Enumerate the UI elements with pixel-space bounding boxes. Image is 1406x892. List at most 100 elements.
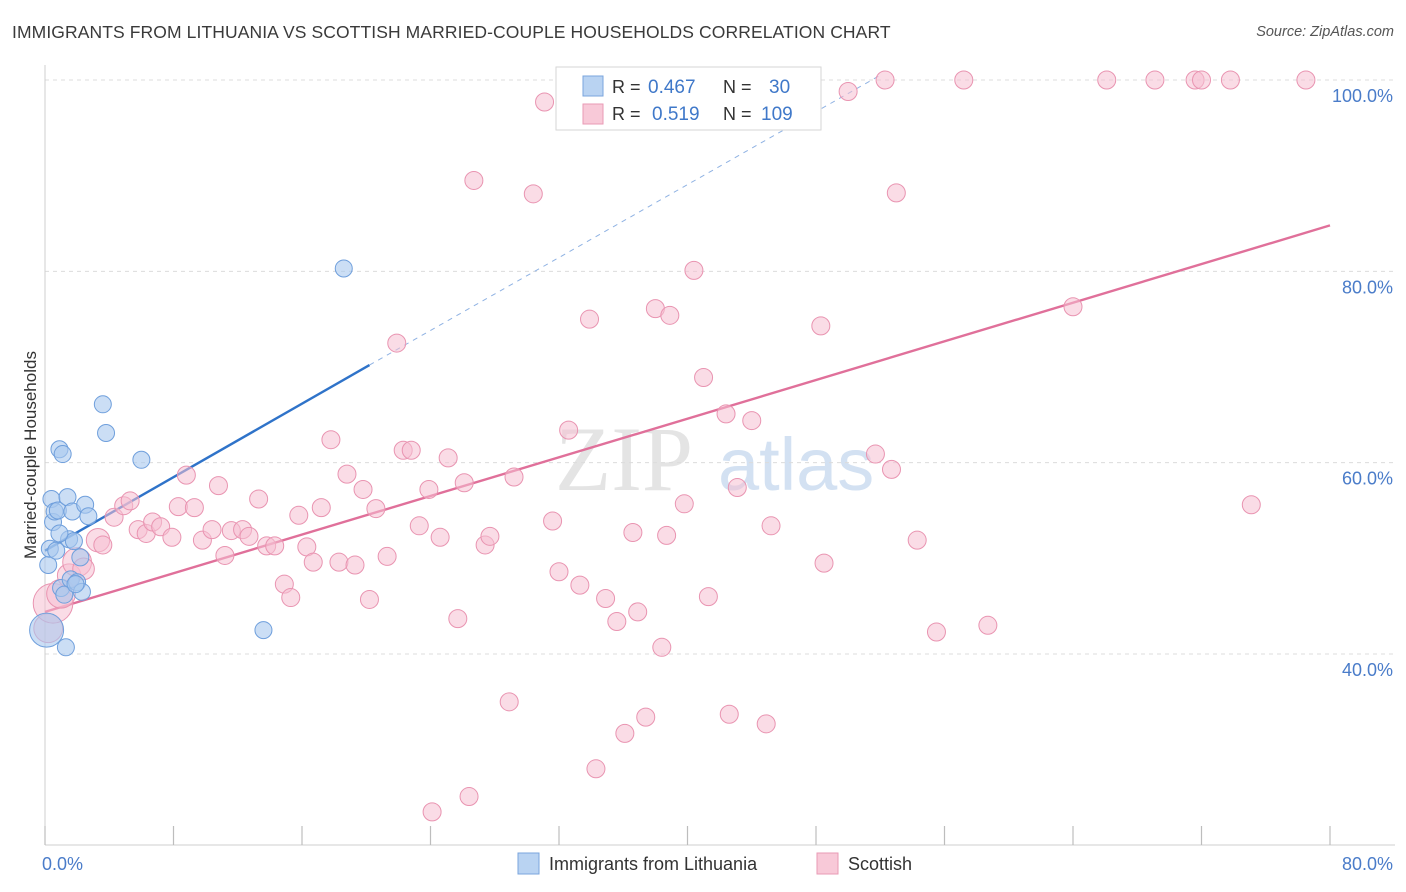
scottish-point: [321, 430, 341, 450]
scottish-point: [636, 707, 656, 727]
bottom-legend-scottish: Scottish: [848, 854, 912, 874]
scottish-point: [499, 692, 519, 712]
scottish-point: [480, 526, 500, 546]
scottish-point: [559, 420, 579, 440]
legend-n-label-2: N =: [723, 104, 752, 124]
y-tick-label: 60.0%: [1342, 469, 1393, 489]
lithuania-point: [50, 524, 69, 543]
axes: [44, 65, 1395, 846]
lithuania-point: [66, 575, 85, 594]
trend-line-scottish: [44, 224, 1331, 614]
lithuania-point: [97, 424, 116, 443]
scottish-point: [1220, 70, 1240, 90]
scottish-point: [596, 589, 616, 609]
scottish-point: [570, 575, 590, 595]
x-tick-label-max: 80.0%: [1342, 854, 1393, 874]
lithuania-point: [93, 395, 112, 414]
scottish-point: [1097, 70, 1117, 90]
legend-r-value-1: 0.467: [648, 77, 696, 98]
scottish-point: [289, 505, 309, 525]
scottish-point: [281, 588, 301, 608]
lithuania-point: [55, 585, 74, 604]
scottish-point: [311, 498, 331, 518]
y-tick-label: 40.0%: [1342, 660, 1393, 680]
y-axis-label: Married-couple Households: [21, 351, 40, 559]
source-label: Source: ZipAtlas.com: [1256, 24, 1394, 40]
lithuania-point: [29, 612, 65, 648]
scottish-point: [168, 497, 188, 517]
scottish-point: [838, 81, 858, 101]
scottish-point: [459, 787, 479, 807]
lithuania-point: [71, 548, 90, 567]
scottish-point: [387, 333, 407, 353]
legend-n-value-2: 109: [761, 104, 793, 125]
tick-labels: 40.0% 60.0% 80.0% 100.0% 0.0% 80.0%: [42, 86, 1393, 874]
scottish-point: [954, 70, 974, 90]
legend-r-value-2: 0.519: [652, 104, 700, 125]
lithuania-point: [56, 638, 75, 657]
lithuania-point: [254, 621, 273, 640]
scottish-point: [926, 622, 946, 642]
scottish-point: [628, 602, 648, 622]
scottish-point: [422, 802, 442, 822]
scottish-point: [694, 368, 714, 388]
x-tick-label-min: 0.0%: [42, 854, 83, 874]
scottish-point: [881, 459, 901, 479]
scottish-point: [756, 714, 776, 734]
scottish-point: [907, 530, 927, 550]
scottish-point: [811, 316, 831, 336]
scottish-point: [366, 499, 386, 519]
scottish-point: [623, 523, 643, 543]
scottish-point: [652, 637, 672, 657]
scottish-point: [184, 498, 204, 518]
bottom-legend-swatch-lithuania: [517, 852, 540, 875]
scottish-point: [535, 92, 555, 112]
scottish-point: [359, 589, 379, 609]
scottish-point: [1296, 70, 1316, 90]
scottish-point: [1145, 70, 1165, 90]
scottish-point: [978, 615, 998, 635]
scottish-point: [353, 479, 373, 499]
scottish-point: [162, 527, 182, 547]
legend-r-label-1: R =: [612, 77, 641, 97]
scottish-point: [239, 526, 259, 546]
scottish-point: [543, 511, 563, 531]
scottish-point: [1192, 70, 1211, 90]
scottish-point: [454, 473, 474, 493]
scottish-point: [329, 552, 349, 572]
scottish-point: [814, 553, 834, 573]
scottish-point: [419, 479, 439, 499]
lithuania-point: [334, 259, 353, 278]
scottish-point: [377, 546, 397, 566]
scottish-point: [120, 491, 140, 511]
scottish-point: [409, 516, 429, 536]
scottish-point: [719, 704, 739, 724]
scottish-point: [202, 520, 222, 540]
scottish-point: [742, 411, 762, 431]
scottish-point: [684, 260, 704, 280]
lithuania-point: [47, 541, 66, 560]
scottish-point: [674, 494, 694, 514]
scottish-point: [401, 440, 421, 460]
scottish-point: [464, 170, 484, 190]
trend-extension-lithuania: [369, 74, 881, 366]
stats-legend: R = 0.467 N = 30 R = 0.519 N = 109: [555, 66, 822, 131]
scottish-point: [438, 448, 458, 468]
scottish-point: [875, 70, 895, 90]
scottish-point: [1241, 495, 1261, 515]
scottish-point: [727, 478, 747, 498]
scottish-point: [176, 465, 196, 485]
legend-n-value-1: 30: [769, 77, 790, 98]
scottish-point: [1063, 297, 1083, 317]
scottish-point: [657, 525, 677, 545]
series-legend: Immigrants from Lithuania Scottish: [517, 852, 912, 875]
lithuania-point: [53, 445, 72, 464]
scottish-point: [716, 404, 736, 424]
bottom-legend-lithuania: Immigrants from Lithuania: [549, 854, 758, 874]
scottish-point: [523, 184, 543, 204]
scottish-point: [208, 476, 228, 496]
lithuania-point: [132, 450, 151, 469]
scottish-point: [448, 609, 468, 629]
scottish-point: [660, 305, 680, 325]
